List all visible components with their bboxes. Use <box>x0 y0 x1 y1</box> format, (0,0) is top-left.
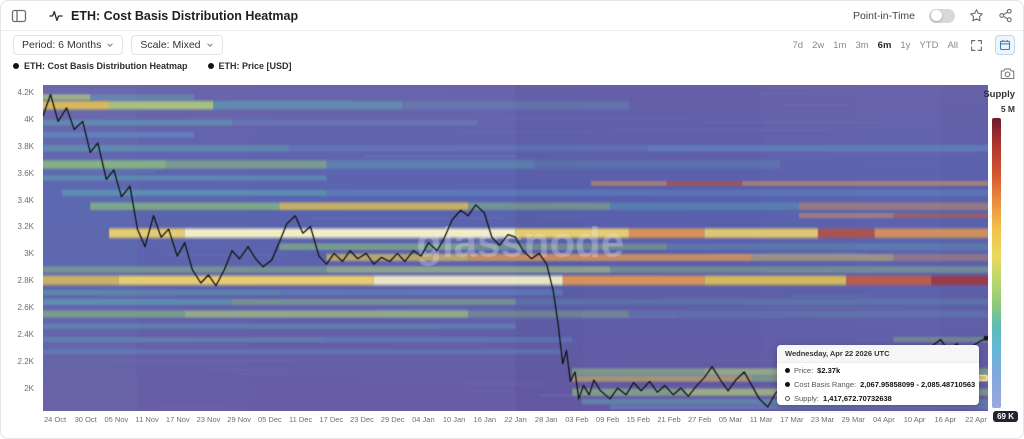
sidebar-toggle-icon[interactable] <box>11 8 27 24</box>
y-tick-label: 2K <box>24 384 34 394</box>
x-tick-label: 16 Apr <box>934 415 957 424</box>
tooltip-value: 1,417,672.70732638 <box>823 393 892 403</box>
x-tick-label: 29 Mar <box>841 415 865 424</box>
x-tick-label: 10 Jan <box>442 415 466 424</box>
circle-marker-icon <box>785 395 790 401</box>
x-tick-label: 05 Mar <box>718 415 743 424</box>
y-tick-label: 3.2K <box>17 222 34 232</box>
legend-dot-icon <box>13 63 19 69</box>
y-tick-label: 4.2K <box>17 87 34 97</box>
x-tick-label: 23 Nov <box>196 415 221 424</box>
legend-dot-icon <box>207 63 214 69</box>
x-tick-label: 05 Nov <box>104 415 129 424</box>
page-title: ETH: Cost Basis Distribution Heatmap <box>71 8 299 23</box>
y-tick-label: 2.2K <box>17 357 34 367</box>
colorbar-title: Supply <box>983 89 1015 100</box>
point-in-time-label: Point-in-Time <box>852 9 915 22</box>
period-dropdown-label: Period: 6 Months <box>22 39 102 51</box>
x-tick-label: 16 Jan <box>473 415 497 424</box>
camera-screenshot-icon[interactable] <box>1000 67 1015 80</box>
x-tick-label: 05 Dec <box>258 415 282 424</box>
timeframe-button-2w[interactable]: 2w <box>812 39 825 51</box>
x-tick-label: 27 Feb <box>688 415 712 424</box>
x-tick-label: 24 Oct <box>43 415 67 424</box>
timeframe-button-all[interactable]: All <box>947 39 958 51</box>
x-tick-label: 11 Dec <box>288 415 313 424</box>
y-tick-label: 3K <box>24 249 34 259</box>
x-tick-label: 17 Nov <box>165 415 190 424</box>
x-tick-label: 23 Mar <box>810 415 835 424</box>
x-tick-label: 29 Dec <box>380 415 405 424</box>
x-tick-label: 22 Jan <box>504 415 527 424</box>
tooltip-value: $2.37k <box>817 365 841 375</box>
calendar-icon[interactable] <box>995 35 1015 55</box>
x-tick-label: 11 Mar <box>749 415 773 424</box>
y-tick-label: 2.6K <box>17 303 34 313</box>
y-tick-label: 4K <box>24 114 34 124</box>
scale-dropdown[interactable]: Scale: Mixed <box>131 35 223 55</box>
toolbar: Period: 6 Months Scale: Mixed 7d 2w 1m 3m 6m… <box>1 31 1023 59</box>
dot-marker-icon <box>785 381 790 387</box>
x-tick-label: 30 Oct <box>74 415 97 424</box>
chart-tooltip: Wednesday, Apr 22 2026 UTC Price: $2.37k… <box>777 345 979 405</box>
y-tick-label: 3.6K <box>17 168 34 178</box>
x-tick-label: 28 Jan <box>534 415 558 424</box>
chevron-down-icon <box>107 43 114 47</box>
legend-label: ETH: Price [USD] <box>218 61 292 71</box>
legend-item-heatmap[interactable]: ETH: Cost Basis Distribution Heatmap <box>13 61 188 71</box>
x-tick-label: 15 Feb <box>626 415 650 424</box>
dot-marker-icon <box>785 367 790 373</box>
supply-colorbar <box>992 118 1001 408</box>
tooltip-value: 2,067.95858099 - 2,085.48710563 <box>860 379 976 389</box>
metric-pulse-icon <box>49 9 63 23</box>
share-icon[interactable] <box>998 8 1013 23</box>
x-axis: 24 Oct 30 Oct 05 Nov 11 Nov 17 Nov 23 Nov 29 N… <box>1 415 1023 429</box>
x-tick-label: 04 Apr <box>873 415 895 424</box>
tooltip-label: Cost Basis Range: <box>794 379 857 389</box>
y-tick-label: 2.4K <box>17 330 34 340</box>
y-tick-label: 3.8K <box>17 141 34 151</box>
colorbar-min-label: 69 K <box>993 411 1018 422</box>
legend-label: ETH: Cost Basis Distribution Heatmap <box>24 61 188 71</box>
header-bar: ETH: Cost Basis Distribution Heatmap Poi… <box>1 1 1023 31</box>
timeframe-selector: 7d 2w 1m 3m 6m 1y YTD All <box>793 40 958 51</box>
y-axis: 4.2K 4K 3.8K 3.6K 3.4K 3.2K 3K 2.8K 2.6K 2.4K 2.2K… <box>1 85 39 411</box>
chart-legend: ETH: Cost Basis Distribution Heatmap ETH… <box>13 61 292 71</box>
x-tick-label: 03 Feb <box>565 415 589 424</box>
y-tick-label: 3.4K <box>17 195 34 205</box>
x-tick-label: 23 Dec <box>350 415 374 424</box>
x-tick-label: 29 Nov <box>227 415 252 424</box>
period-dropdown[interactable]: Period: 6 Months <box>13 35 124 55</box>
x-tick-label: 17 Mar <box>780 415 804 424</box>
timeframe-button-6m[interactable]: 6m <box>877 39 892 51</box>
chevron-down-icon <box>206 43 213 47</box>
timeframe-button-1y[interactable]: 1y <box>900 39 911 51</box>
x-tick-label: 17 Dec <box>319 415 344 424</box>
scale-dropdown-label: Scale: Mixed <box>140 39 201 51</box>
x-tick-label: 22 Apr <box>965 415 987 424</box>
y-tick-label: 2.8K <box>17 276 34 286</box>
timeframe-button-3m[interactable]: 3m <box>855 39 869 51</box>
x-tick-label: 10 Apr <box>903 415 926 424</box>
timeframe-button-1m[interactable]: 1m <box>833 39 847 51</box>
timeframe-button-ytd[interactable]: YTD <box>919 39 939 51</box>
fullscreen-icon[interactable] <box>970 39 983 52</box>
tooltip-price-row: Price: $2.37k <box>777 363 979 377</box>
tooltip-label: Supply: <box>794 393 820 403</box>
tooltip-cost-basis-row: Cost Basis Range: 2,067.95858099 - 2,085… <box>777 377 979 391</box>
x-tick-label: 11 Nov <box>135 415 159 424</box>
point-in-time-toggle[interactable] <box>929 8 955 23</box>
x-tick-label: 04 Jan <box>412 415 435 424</box>
tooltip-supply-row: Supply: 1,417,672.70732638 <box>777 391 979 405</box>
x-tick-label: 09 Feb <box>595 415 620 424</box>
tooltip-label: Price: <box>794 365 814 375</box>
favorite-star-icon[interactable] <box>969 8 984 23</box>
colorbar-max-label: 5 M <box>1000 104 1015 114</box>
tooltip-date: Wednesday, Apr 22 2026 UTC <box>777 345 979 363</box>
timeframe-button-7d[interactable]: 7d <box>792 39 804 51</box>
legend-item-price[interactable]: ETH: Price [USD] <box>207 61 292 71</box>
x-tick-label: 21 Feb <box>657 415 681 424</box>
